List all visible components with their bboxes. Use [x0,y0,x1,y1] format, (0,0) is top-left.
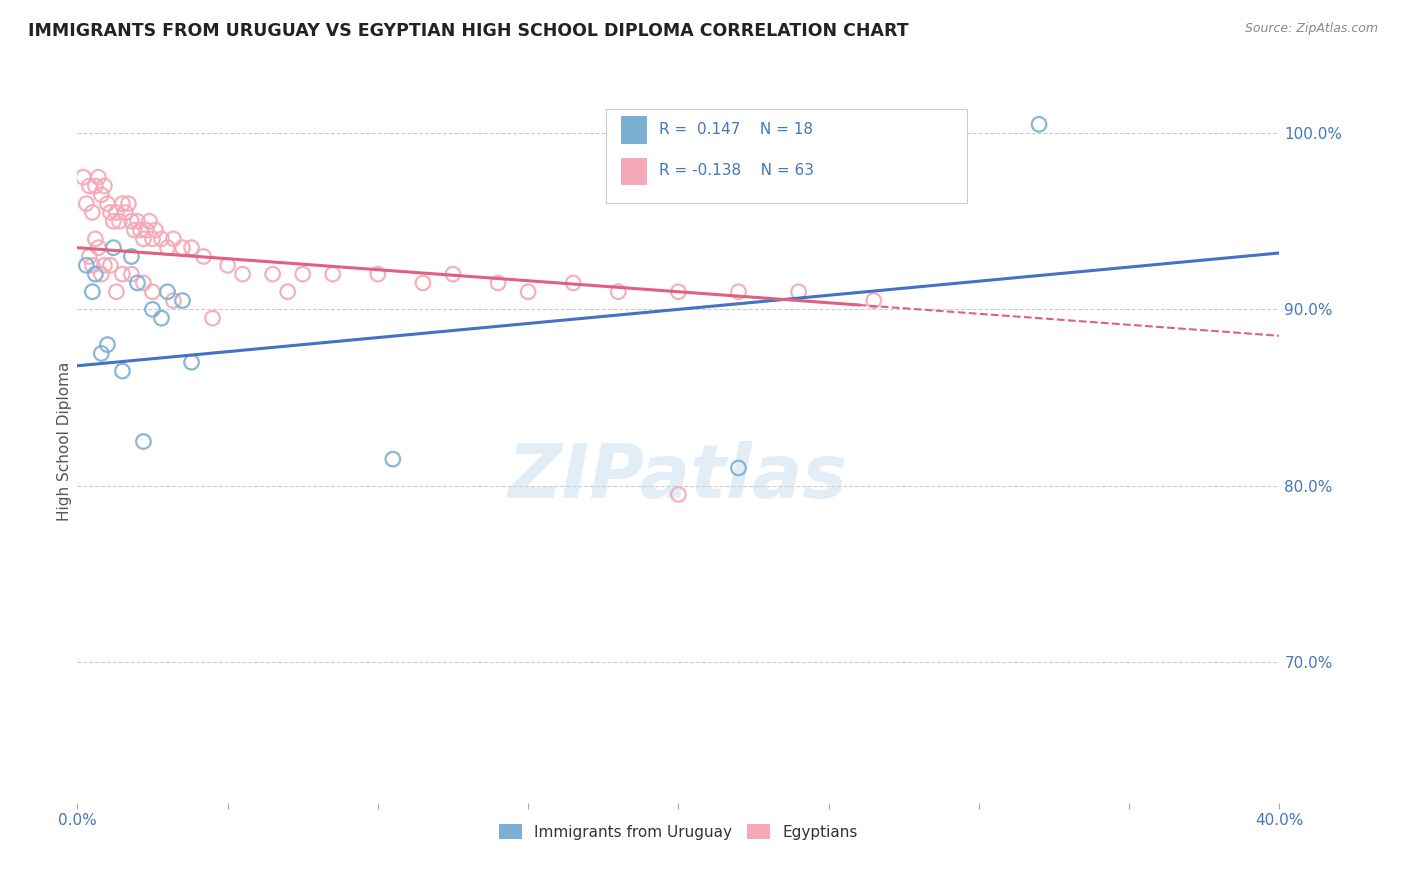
Point [668,285,690,299]
Point [90,267,112,281]
Point [862,293,884,308]
Point [138,214,160,228]
Point [105,205,128,219]
Point [367,267,389,281]
Point [141,302,163,317]
Point [141,232,163,246]
Point [787,285,810,299]
Text: IMMIGRANTS FROM URUGUAY VS EGYPTIAN HIGH SCHOOL DIPLOMA CORRELATION CHART: IMMIGRANTS FROM URUGUAY VS EGYPTIAN HIGH… [28,22,908,40]
Point [75,196,97,211]
Point [96,196,118,211]
Point [84,232,107,246]
Text: R = -0.138    N = 63: R = -0.138 N = 63 [659,163,814,178]
Point [441,267,464,281]
Point [120,214,142,228]
Point [111,196,134,211]
Point [82,285,104,299]
Point [135,223,157,237]
Point [486,276,509,290]
Point [145,223,167,237]
Point [162,293,184,308]
Point [322,267,344,281]
Point [108,214,131,228]
Point [381,452,404,467]
Point [103,214,125,228]
Point [277,285,299,299]
Point [232,267,254,281]
Point [150,311,173,326]
Text: Source: ZipAtlas.com: Source: ZipAtlas.com [1244,22,1378,36]
Text: ZIPatlas: ZIPatlas [509,442,848,514]
Point [75,258,97,272]
Point [84,179,107,194]
Point [79,250,101,264]
Point [156,241,179,255]
Point [607,285,630,299]
Point [217,258,239,272]
Point [124,223,146,237]
Point [72,170,94,185]
Point [93,179,115,194]
Text: R =  0.147    N = 18: R = 0.147 N = 18 [659,122,813,136]
Point [193,250,215,264]
Point [727,285,749,299]
Point [87,170,110,185]
FancyBboxPatch shape [606,109,967,203]
Point [105,285,128,299]
Point [132,276,155,290]
Point [120,267,142,281]
Point [172,241,194,255]
Point [82,205,104,219]
Y-axis label: High School Diploma: High School Diploma [56,362,72,521]
Point [100,258,122,272]
Point [172,293,194,308]
Point [201,311,224,326]
Point [132,434,155,449]
Point [90,187,112,202]
Point [150,232,173,246]
Point [90,346,112,360]
Point [114,205,136,219]
Point [668,487,690,501]
Point [129,223,152,237]
Point [127,214,149,228]
Point [156,285,179,299]
Point [111,267,134,281]
Point [117,196,139,211]
Point [727,461,749,475]
Point [141,285,163,299]
Point [120,250,142,264]
Point [87,241,110,255]
Point [82,258,104,272]
Point [111,364,134,378]
FancyBboxPatch shape [620,158,647,185]
Point [96,337,118,351]
Point [84,267,107,281]
FancyBboxPatch shape [620,117,647,144]
Point [291,267,314,281]
Point [100,205,122,219]
Point [562,276,585,290]
Point [103,241,125,255]
Point [412,276,434,290]
Point [132,232,155,246]
Point [262,267,284,281]
Legend: Immigrants from Uruguay, Egyptians: Immigrants from Uruguay, Egyptians [494,818,863,846]
Point [79,179,101,194]
Point [93,258,115,272]
Point [517,285,540,299]
Point [1028,117,1050,131]
Point [180,241,202,255]
Point [127,276,149,290]
Point [162,232,184,246]
Point [180,355,202,369]
